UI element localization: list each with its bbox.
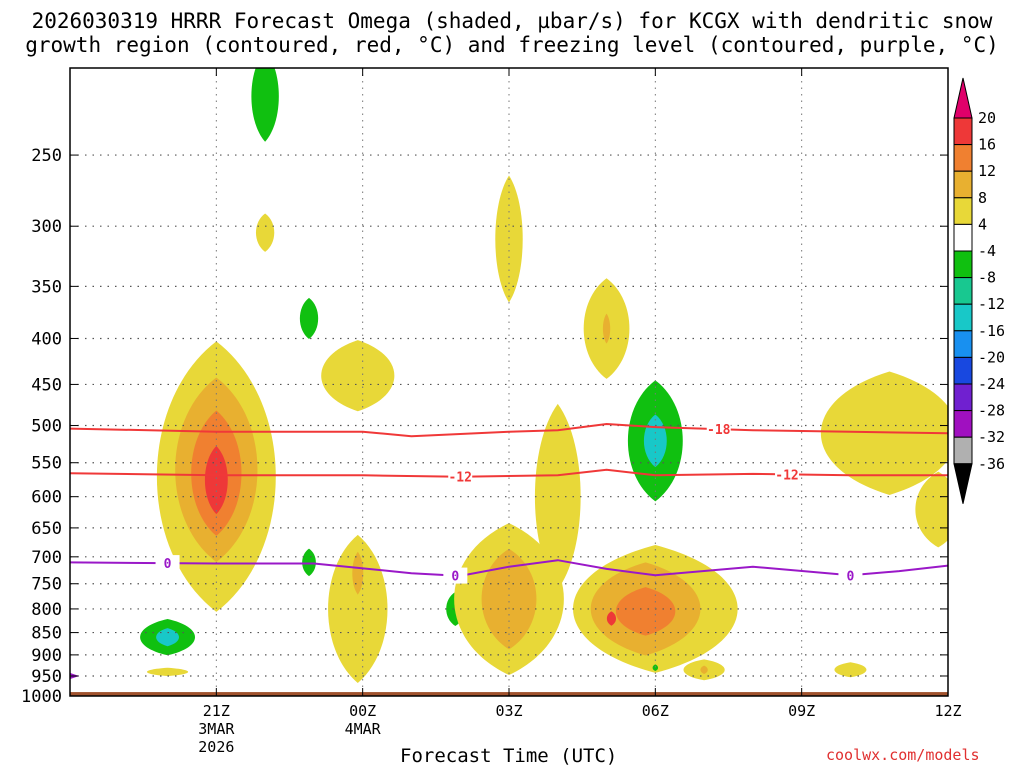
y-tick-label-250: 250 — [31, 146, 62, 166]
omega-region-8 — [255, 213, 275, 252]
y-tick-label-550: 550 — [31, 454, 62, 474]
colorbar-segment-6 — [953, 277, 973, 305]
colorbar-segment-3 — [953, 197, 973, 225]
dgz-bottom-label-2: -12 — [775, 468, 798, 483]
omega-region-6 — [146, 667, 189, 677]
y-tick-label-300: 300 — [31, 217, 62, 237]
colorbar-label-0: 20 — [978, 109, 996, 127]
freezing-level-label-2-bg — [838, 567, 863, 584]
colorbar-label-10: -24 — [978, 375, 1005, 393]
x-tick-label-06Z: 06Z — [642, 702, 669, 720]
x-tick-label-12Z: 12Z — [934, 702, 961, 720]
x-tick-label-00Z: 00Z — [349, 702, 376, 720]
omega-region-25 — [615, 587, 676, 636]
omega-region-15 — [495, 175, 523, 303]
dgz-bottom-label-2-bg — [775, 466, 800, 483]
colorbar-label-5: -4 — [978, 242, 996, 260]
colorbar-label-9: -20 — [978, 348, 1005, 366]
site-credit: coolwx.com/models — [826, 746, 980, 764]
omega-region-32 — [915, 471, 948, 548]
colorbar-label-13: -36 — [978, 455, 1005, 473]
y-tick-label-400: 400 — [31, 329, 62, 349]
freezing-level-label-0-bg — [155, 555, 180, 572]
omega-region-7 — [251, 68, 279, 142]
colorbar-segment-5 — [953, 250, 973, 279]
omega-region-30 — [834, 662, 867, 678]
omega-region-26 — [606, 611, 617, 626]
colorbar-label-11: -28 — [978, 402, 1005, 420]
dgz-bottom-contour — [70, 468, 948, 478]
colorbar-segment-11 — [953, 410, 973, 438]
dgz-bottom-label-1: -12 — [448, 471, 471, 486]
dgz-bottom-label-1-bg — [448, 468, 473, 485]
omega-region-31 — [821, 371, 948, 495]
omega-region-3 — [204, 446, 228, 515]
omega-region-11 — [321, 340, 395, 412]
x-tick-sublabel-00Z: 4MAR — [345, 720, 382, 738]
omega-region-20 — [602, 313, 611, 344]
colorbar-top-arrow — [953, 77, 973, 119]
dgz-top-contour — [70, 422, 948, 438]
chart-title-line-1: 2026030319 HRRR Forecast Omega (shaded, … — [31, 9, 993, 33]
omega-region-12 — [328, 534, 388, 683]
colorbar-bottom-arrow — [953, 463, 973, 504]
colorbar-segment-12 — [953, 436, 973, 465]
dgz-top-label: -18 — [707, 423, 731, 438]
colorbar-segment-2 — [953, 170, 973, 199]
omega-region-27 — [652, 664, 659, 672]
x-tick-sublabel-21Z: 3MAR — [198, 720, 235, 738]
y-tick-label-750: 750 — [31, 575, 62, 595]
y-tick-label-850: 850 — [31, 624, 62, 644]
colorbar-label-4: 4 — [978, 215, 987, 233]
y-tick-label-800: 800 — [31, 600, 62, 620]
y-tick-label-350: 350 — [31, 277, 62, 297]
colorbar-segment-1 — [953, 144, 973, 172]
colorbar-label-12: -32 — [978, 428, 1005, 446]
freezing-level-label-2: 0 — [847, 569, 855, 584]
omega-region-5 — [156, 628, 179, 647]
y-tick-label-600: 600 — [31, 488, 62, 508]
freezing-level-label-0: 0 — [164, 557, 172, 572]
x-tick-label-21Z: 21Z — [203, 702, 230, 720]
colorbar-label-3: 8 — [978, 189, 987, 207]
y-tick-label-900: 900 — [31, 646, 62, 666]
omega-region-29 — [700, 665, 708, 674]
colorbar-segment-8 — [953, 330, 973, 358]
freezing-level-label-1-bg — [443, 567, 468, 584]
x-tick-year-21Z: 2026 — [198, 738, 234, 756]
x-axis-label: Forecast Time (UTC) — [400, 745, 618, 767]
colorbar-label-8: -16 — [978, 322, 1005, 340]
colorbar-segment-9 — [953, 356, 973, 385]
colorbar-segment-4 — [953, 223, 973, 252]
colorbar-label-2: 12 — [978, 162, 996, 180]
x-tick-label-03Z: 03Z — [495, 702, 522, 720]
colorbar-segment-7 — [953, 303, 973, 332]
omega-region-17 — [481, 548, 537, 650]
colorbar-segment-0 — [953, 117, 973, 146]
omega-region-10 — [302, 548, 316, 577]
y-tick-label-650: 650 — [31, 519, 62, 539]
y-tick-label-700: 700 — [31, 548, 62, 568]
y-tick-label-1000: 1000 — [21, 687, 62, 707]
dgz-top-label-bg — [706, 421, 731, 438]
colorbar-label-7: -12 — [978, 295, 1005, 313]
y-tick-label-500: 500 — [31, 417, 62, 437]
y-tick-label-950: 950 — [31, 667, 62, 687]
x-tick-label-09Z: 09Z — [788, 702, 815, 720]
freezing-level-label-1: 0 — [451, 570, 459, 585]
omega-region-9 — [299, 297, 319, 340]
colorbar-label-1: 16 — [978, 136, 996, 154]
colorbar-segment-10 — [953, 383, 973, 412]
chart-title-line-2: growth region (contoured, red, °C) and f… — [25, 33, 999, 57]
y-tick-label-450: 450 — [31, 375, 62, 395]
colorbar-label-6: -8 — [978, 269, 996, 287]
